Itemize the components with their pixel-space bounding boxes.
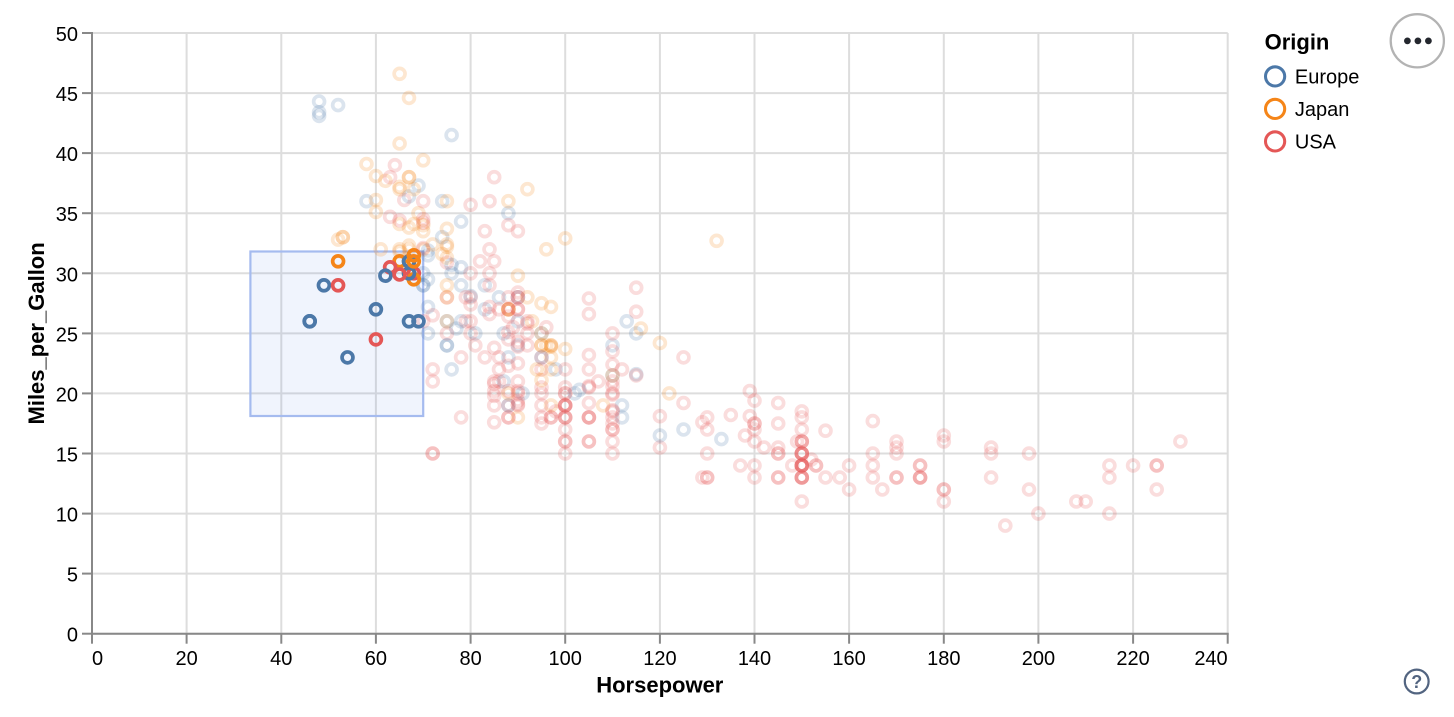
svg-text:Europe: Europe (1295, 66, 1360, 88)
svg-text:0: 0 (92, 648, 103, 670)
svg-text:200: 200 (1022, 648, 1055, 670)
svg-text:160: 160 (832, 648, 865, 670)
svg-text:140: 140 (738, 648, 771, 670)
svg-text:220: 220 (1116, 648, 1149, 670)
svg-text:40: 40 (270, 648, 292, 670)
svg-text:15: 15 (56, 445, 78, 467)
svg-text:40: 40 (56, 144, 78, 166)
svg-text:?: ? (1411, 672, 1422, 692)
svg-text:35: 35 (56, 204, 78, 226)
svg-text:5: 5 (67, 565, 78, 587)
svg-text:45: 45 (56, 84, 78, 106)
svg-text:180: 180 (927, 648, 960, 670)
svg-text:USA: USA (1295, 131, 1337, 153)
svg-text:80: 80 (459, 648, 481, 670)
svg-text:Japan: Japan (1295, 99, 1350, 121)
svg-text:20: 20 (56, 384, 78, 406)
svg-text:Horsepower: Horsepower (596, 673, 724, 698)
svg-text:120: 120 (643, 648, 676, 670)
svg-text:50: 50 (56, 24, 78, 46)
svg-text:20: 20 (175, 648, 197, 670)
svg-text:0: 0 (67, 625, 78, 647)
svg-text:10: 10 (56, 505, 78, 527)
svg-text:Origin: Origin (1265, 30, 1330, 55)
svg-text:60: 60 (365, 648, 387, 670)
svg-text:25: 25 (56, 324, 78, 346)
svg-text:240: 240 (1194, 648, 1227, 670)
svg-text:100: 100 (549, 648, 582, 670)
svg-text:30: 30 (56, 264, 78, 286)
svg-text:Miles_per_Gallon: Miles_per_Gallon (24, 242, 49, 424)
